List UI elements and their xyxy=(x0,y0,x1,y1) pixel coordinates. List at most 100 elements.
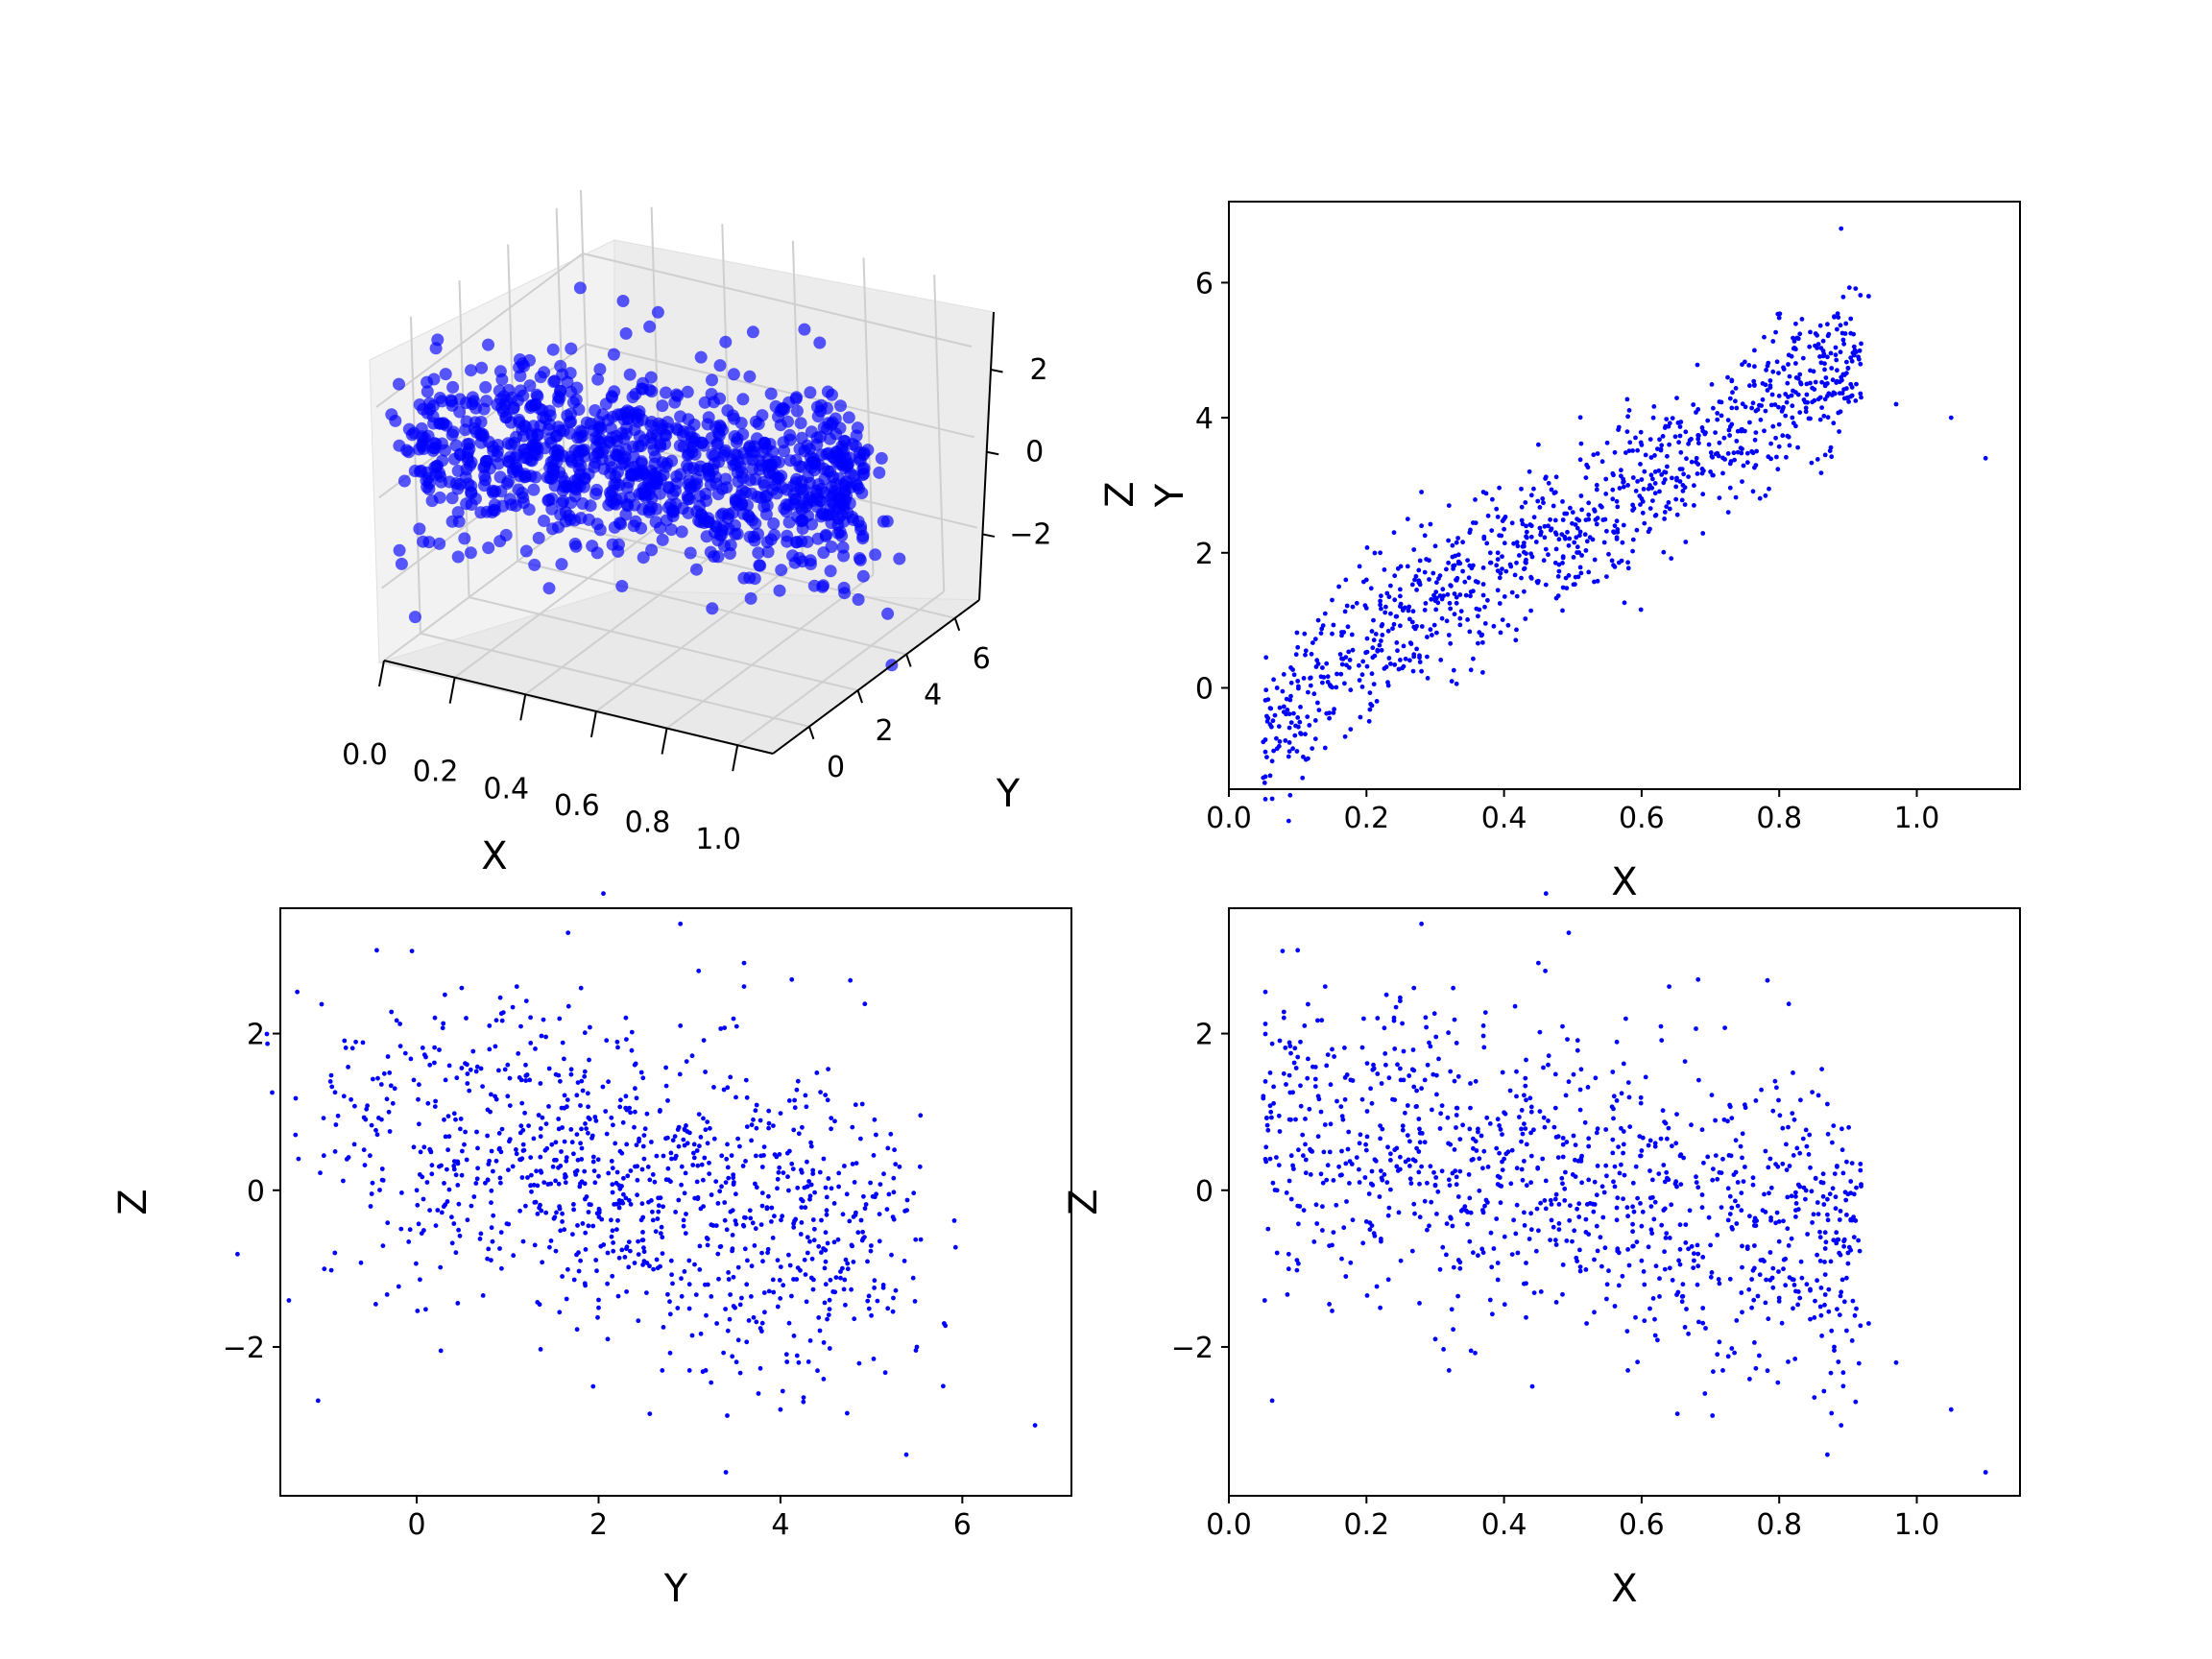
scatter-point-3d xyxy=(546,343,560,356)
scatter-point xyxy=(1686,474,1691,479)
scatter-point xyxy=(1564,586,1570,590)
scatter-point-3d xyxy=(794,417,807,430)
scatter-point-3d xyxy=(425,494,439,508)
scatter-point xyxy=(364,1106,370,1112)
scatter-point xyxy=(1405,1133,1410,1138)
scatter-point xyxy=(1310,640,1315,645)
scatter-point xyxy=(1321,1149,1327,1155)
scatter-point xyxy=(855,1230,861,1236)
scatter-point xyxy=(1417,660,1423,664)
scatter-point xyxy=(1431,1071,1436,1077)
scatter-point xyxy=(1451,1264,1456,1270)
scatter-point xyxy=(1520,521,1526,527)
scatter-point xyxy=(1551,503,1556,509)
scatter-point xyxy=(1431,1169,1436,1175)
scatter-point xyxy=(1614,1205,1620,1211)
scatter-point xyxy=(1666,423,1671,429)
scatter-point xyxy=(473,1069,479,1074)
scatter-point-3d xyxy=(775,564,788,577)
scatter-point xyxy=(1695,471,1700,476)
scatter-point xyxy=(1357,678,1362,683)
scatter-point xyxy=(454,1075,460,1081)
scatter-point xyxy=(1651,404,1657,409)
scatter-point xyxy=(553,1248,559,1254)
scatter-point xyxy=(862,1235,867,1239)
scatter-point xyxy=(1287,697,1293,703)
scatter-point xyxy=(1575,517,1579,521)
scatter-point xyxy=(435,1208,441,1213)
scatter-point xyxy=(1695,362,1700,368)
scatter-point-3d xyxy=(552,421,565,434)
scatter-point xyxy=(751,1314,757,1320)
scatter-point xyxy=(1586,1143,1592,1149)
scatter-point xyxy=(1262,1031,1268,1037)
scatter-point xyxy=(1416,1169,1422,1175)
scatter-point xyxy=(1469,1157,1475,1163)
scatter-point xyxy=(351,1142,357,1147)
scatter-point xyxy=(653,1229,659,1235)
scatter-point xyxy=(604,1038,610,1044)
scatter-point xyxy=(1494,1145,1500,1151)
scatter-point xyxy=(1689,459,1695,465)
scatter-point-3d xyxy=(774,419,787,432)
scatter-point xyxy=(628,1248,633,1254)
scatter-point xyxy=(1302,1023,1308,1028)
scatter-point xyxy=(462,1142,467,1147)
scatter-point xyxy=(465,1062,469,1068)
scatter-point-3d xyxy=(627,450,640,464)
scatter-point xyxy=(1647,506,1653,511)
scatter-point xyxy=(528,1155,534,1160)
scatter-point xyxy=(1859,1182,1863,1187)
scatter-point xyxy=(1552,1105,1558,1111)
scatter-point-3d xyxy=(654,472,667,486)
scatter-point xyxy=(1468,593,1473,599)
scatter-point xyxy=(595,1157,601,1163)
scatter-point xyxy=(1325,1163,1331,1168)
scatter-point xyxy=(1740,401,1745,407)
scatter-point xyxy=(605,1336,611,1342)
scatter-point-3d xyxy=(445,515,459,528)
scatter-point xyxy=(1769,392,1775,397)
scatter-point xyxy=(1560,555,1566,561)
scatter-point-3d xyxy=(565,342,578,355)
scatter-point xyxy=(1606,551,1611,557)
scatter-point xyxy=(560,1219,565,1224)
scatter-point xyxy=(1776,444,1782,449)
scatter-point xyxy=(1666,1177,1671,1183)
scatter-point xyxy=(1722,1025,1727,1030)
scatter-point xyxy=(1700,1320,1706,1326)
scatter-point xyxy=(794,1087,800,1093)
scatter-point xyxy=(1719,1205,1724,1210)
scatter-point xyxy=(1783,413,1789,419)
scatter-point xyxy=(1262,989,1268,995)
scatter-point xyxy=(1284,1190,1289,1195)
scatter-point xyxy=(1400,1123,1406,1129)
scatter-point xyxy=(541,1017,546,1022)
scatter-point xyxy=(1276,1163,1282,1167)
scatter-point xyxy=(757,1118,763,1123)
scatter-point xyxy=(580,1088,586,1094)
scatter-point xyxy=(1571,1133,1576,1139)
scatter-point xyxy=(1372,550,1378,556)
scatter-point xyxy=(1465,617,1470,622)
scatter-point xyxy=(487,1046,493,1052)
scatter-point xyxy=(891,1190,897,1195)
scatter-point xyxy=(1447,600,1453,606)
scatter-point xyxy=(1715,450,1720,456)
scatter-point xyxy=(1750,400,1756,406)
scatter-point xyxy=(1763,1300,1768,1306)
scatter-point xyxy=(658,1263,662,1269)
scatter-point xyxy=(843,1257,849,1262)
scatter-point xyxy=(1832,314,1837,320)
scatter-point xyxy=(1674,396,1679,400)
scatter-point xyxy=(1799,1275,1805,1281)
scatter-point xyxy=(1662,517,1667,521)
scatter-point-3d xyxy=(804,458,816,471)
scatter-point xyxy=(1524,560,1528,565)
scatter-point xyxy=(1403,656,1408,661)
scatter-point xyxy=(1798,1259,1804,1264)
scatter-point xyxy=(568,1071,574,1077)
scatter-point xyxy=(824,1208,830,1214)
scatter-point xyxy=(416,1096,421,1102)
scatter-point xyxy=(446,1187,452,1192)
